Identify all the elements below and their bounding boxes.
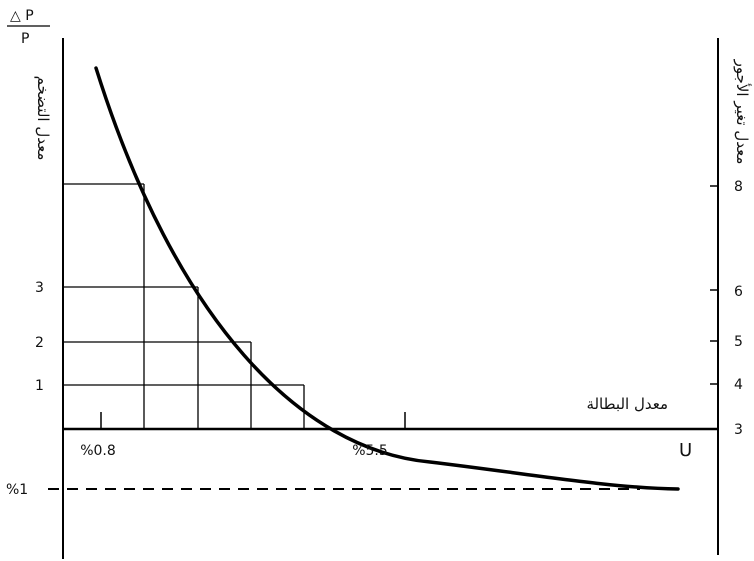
left-axis-symbol-top: △ P <box>10 8 34 24</box>
negative-one-label: %1 <box>6 482 28 498</box>
left-axis-symbol-bottom: P <box>21 31 29 47</box>
phillips-curve <box>94 66 680 491</box>
right-axis-title: معدل تغير الأجور <box>733 59 752 165</box>
left-tick-label-3: 3 <box>35 280 44 296</box>
x-tick-label-5-5: %5.5 <box>352 443 388 459</box>
x-axis-symbol: U <box>679 440 692 461</box>
right-tick-label-5: 5 <box>734 334 743 350</box>
x-tick-label-0-8: %0.8 <box>80 443 116 459</box>
x-axis-title: معدل البطالة <box>586 395 668 413</box>
right-tick-label-3: 3 <box>734 422 743 438</box>
right-tick-label-6: 6 <box>734 284 743 300</box>
left-tick-label-1: 1 <box>35 378 44 394</box>
right-tick-label-4: 4 <box>734 377 743 393</box>
left-tick-label-2: 2 <box>35 335 44 351</box>
left-axis-title: معدل التضخم <box>34 76 52 161</box>
right-tick-label-8: 8 <box>734 179 743 195</box>
